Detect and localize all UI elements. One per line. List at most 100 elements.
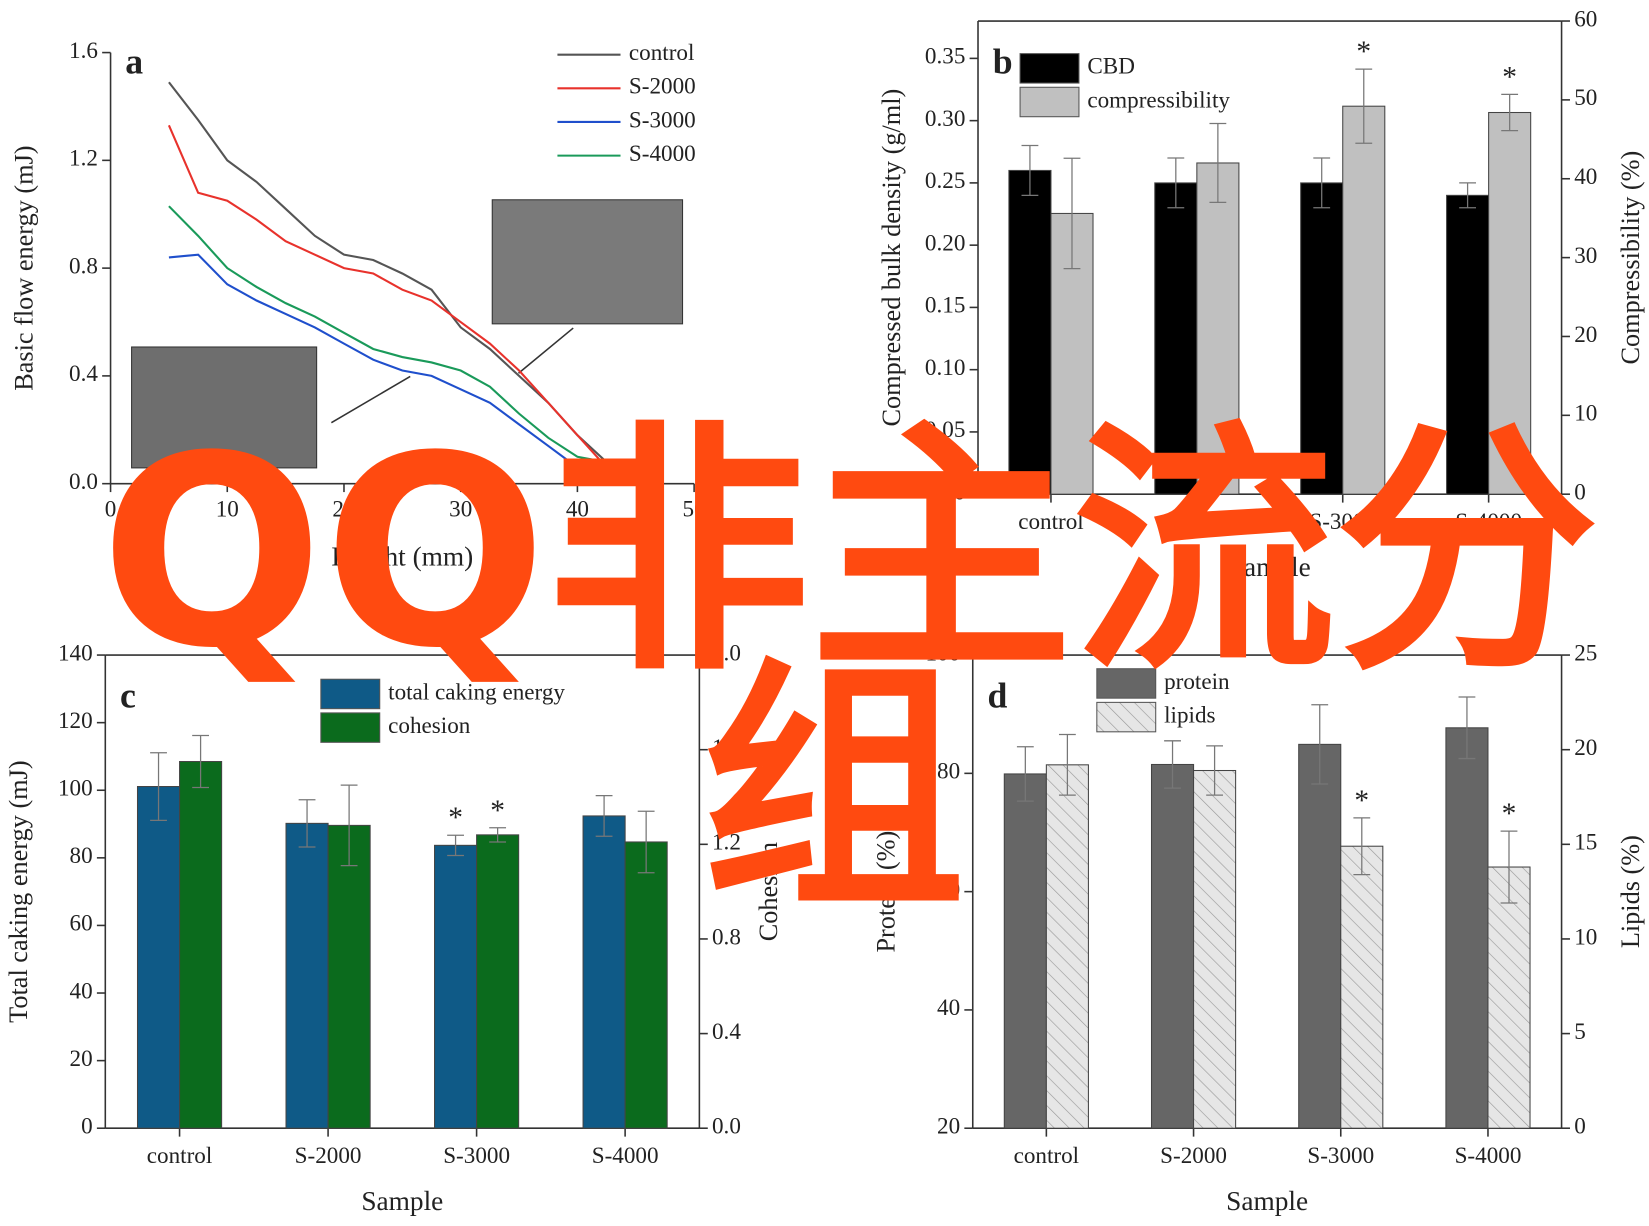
x-tick-label: S-3000 [1307, 1143, 1374, 1169]
significance-mark: * [1354, 785, 1369, 817]
legend-label: S-4000 [629, 141, 696, 167]
bar [434, 844, 478, 1129]
legend-label: compressibility [1087, 87, 1230, 113]
x-axis-label: Height (mm) [331, 542, 473, 572]
y-tick-label: 0 [81, 1114, 93, 1140]
legend-label: S-3000 [629, 107, 696, 133]
panel-label: b [993, 41, 1013, 81]
x-tick-label: 50 [683, 496, 706, 522]
x-tick-label: S-4000 [592, 1143, 659, 1169]
significance-mark: * [1502, 61, 1517, 93]
watermark: 组 [703, 637, 966, 943]
bar [1298, 743, 1342, 1129]
line [167, 124, 637, 480]
x-tick-label: 30 [449, 496, 472, 522]
legend-label: total caking energy [388, 679, 565, 705]
y-tick-label: 100 [925, 640, 960, 666]
y-tick-label: 80 [70, 843, 93, 869]
x-axis-label: Sample [1226, 1186, 1308, 1216]
y-tick-label: 80 [937, 759, 960, 785]
x-tick-label: S-3000 [1309, 509, 1376, 535]
x-tick-label: 20 [332, 496, 355, 522]
bar [179, 760, 223, 1129]
y-axis-label: Total caking energy (mJ) [4, 760, 33, 1022]
x-tick-label: 40 [566, 496, 589, 522]
y2-tick-label: 15 [1574, 830, 1597, 856]
legend-swatch [320, 678, 381, 710]
y-tick-label: 140 [58, 640, 93, 666]
bar [1446, 194, 1490, 495]
x-tick-label: control [1018, 509, 1084, 535]
panel-label: a [125, 41, 143, 81]
significance-mark: * [448, 802, 463, 834]
bar [1196, 162, 1240, 495]
bar [1193, 769, 1237, 1129]
legend-swatch [1019, 86, 1080, 118]
bar [1340, 845, 1384, 1129]
y-tick-label: 40 [937, 995, 960, 1021]
y-tick-label: 0.25 [925, 168, 965, 194]
bar [1045, 764, 1089, 1129]
bar [1150, 763, 1195, 1129]
bar [624, 841, 668, 1129]
y-tick-label: 0.8 [69, 253, 98, 279]
x-tick-label: S-4000 [1455, 509, 1522, 535]
y-tick-label: 20 [70, 1046, 93, 1072]
x-tick-label: 0 [105, 496, 117, 522]
y2-tick-label: 30 [1574, 243, 1597, 269]
y-tick-label: 60 [937, 877, 960, 903]
legend-label: lipids [1164, 702, 1215, 728]
x-tick-label: control [1014, 1143, 1080, 1169]
y-tick-label: 0.0 [69, 469, 98, 495]
arrow [518, 327, 574, 374]
panel-label: d [987, 675, 1007, 715]
bar [1445, 727, 1489, 1129]
legend-swatch [1096, 701, 1157, 733]
legend-label: control [629, 40, 695, 66]
y-tick-label: 0.20 [925, 230, 965, 256]
y-tick-label: 0.00 [925, 479, 965, 505]
sem-image [491, 199, 684, 325]
x-axis-label: Sample [1229, 552, 1311, 582]
y2-tick-label: 5 [1574, 1019, 1586, 1045]
y2-tick-label: 1.6 [712, 735, 741, 761]
y-tick-label: 60 [70, 911, 93, 937]
y-tick-label: 0.15 [925, 293, 965, 319]
bar [1050, 212, 1094, 495]
y-tick-label: 20 [937, 1114, 960, 1140]
y-tick-label: 1.2 [69, 146, 98, 172]
y-tick-label: 120 [58, 708, 93, 734]
legend-swatch [320, 712, 381, 743]
bar [1300, 182, 1344, 495]
sem-image [131, 346, 318, 469]
watermark: QQ非主流分 [100, 399, 1598, 705]
y2-tick-label: 1.2 [712, 830, 741, 856]
legend-label: CBD [1087, 54, 1135, 80]
bar [1342, 105, 1386, 495]
y-tick-label: 1.6 [69, 38, 98, 64]
sem-images [131, 199, 684, 469]
significance-mark: * [1502, 798, 1517, 830]
x-tick-label: control [147, 1143, 213, 1169]
y-tick-label: 0.35 [925, 44, 965, 70]
significance-mark: * [1356, 36, 1371, 68]
arrow [330, 375, 411, 424]
y2-tick-label: 0.0 [712, 1114, 741, 1140]
y-tick-label: 0.05 [925, 417, 965, 443]
charts: 0.0 0.4 0.8 1.2 1.6 Basic flow energy (mJ) Hei… [4, 6, 1645, 1216]
x-axis-label: Sample [361, 1186, 443, 1216]
line [168, 253, 636, 480]
bar [1488, 111, 1532, 495]
bar [1003, 773, 1047, 1129]
bar [285, 822, 329, 1129]
y2-tick-label: 40 [1574, 164, 1597, 190]
y2-axis-label: Lipids (%) [1616, 835, 1645, 948]
y2-tick-label: 0.4 [712, 1019, 741, 1045]
y2-tick-label: 25 [1574, 640, 1597, 666]
y-axis-label: Protein (%) [872, 831, 901, 953]
y2-axis-label: Compressibility (%) [1616, 151, 1645, 365]
bar [582, 815, 626, 1129]
y2-tick-label: 0 [1574, 1114, 1586, 1140]
significance-mark: * [490, 795, 505, 827]
